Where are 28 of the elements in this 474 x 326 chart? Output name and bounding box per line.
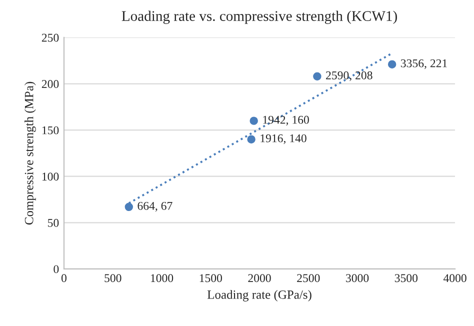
- x-tick-label: 500: [104, 274, 122, 282]
- x-tick-label: 3000: [346, 274, 369, 282]
- point: [247, 135, 256, 144]
- y-tick-label: 50: [48, 218, 59, 227]
- y-tick-label: 150: [42, 126, 59, 134]
- point: [388, 60, 396, 68]
- x-tick-label: 4000: [443, 274, 466, 282]
- x-tick-label: 1500: [200, 274, 222, 282]
- y-tick-label: 200: [42, 80, 59, 88]
- point: [250, 116, 258, 125]
- data-label: 2590, 208: [326, 71, 372, 82]
- x-tick-label: 2000: [248, 274, 271, 282]
- x-tick-label: 1000: [150, 274, 174, 282]
- data-label: 1942, 160: [263, 116, 309, 126]
- x-tick-label: 3500: [394, 274, 418, 282]
- chart-title: Loading rate vs. compressive strength (KCW1): [122, 10, 397, 24]
- x-tick-label: 0: [61, 274, 66, 282]
- x-tick-label: 2500: [297, 274, 320, 282]
- y-tick-label: 100: [42, 172, 59, 181]
- point: [124, 202, 134, 212]
- x-axis-title: Loading rate (GPa/s): [207, 290, 312, 302]
- y-tick-label: 250: [42, 34, 59, 42]
- data-label: 1916, 140: [260, 134, 306, 144]
- data-label: 3356, 221: [400, 59, 447, 69]
- data-label: 664, 67: [138, 202, 172, 212]
- y-axis-title: Compressive strength (MPa): [24, 82, 36, 225]
- y-tick-label: 0: [54, 265, 59, 274]
- point: [313, 72, 322, 80]
